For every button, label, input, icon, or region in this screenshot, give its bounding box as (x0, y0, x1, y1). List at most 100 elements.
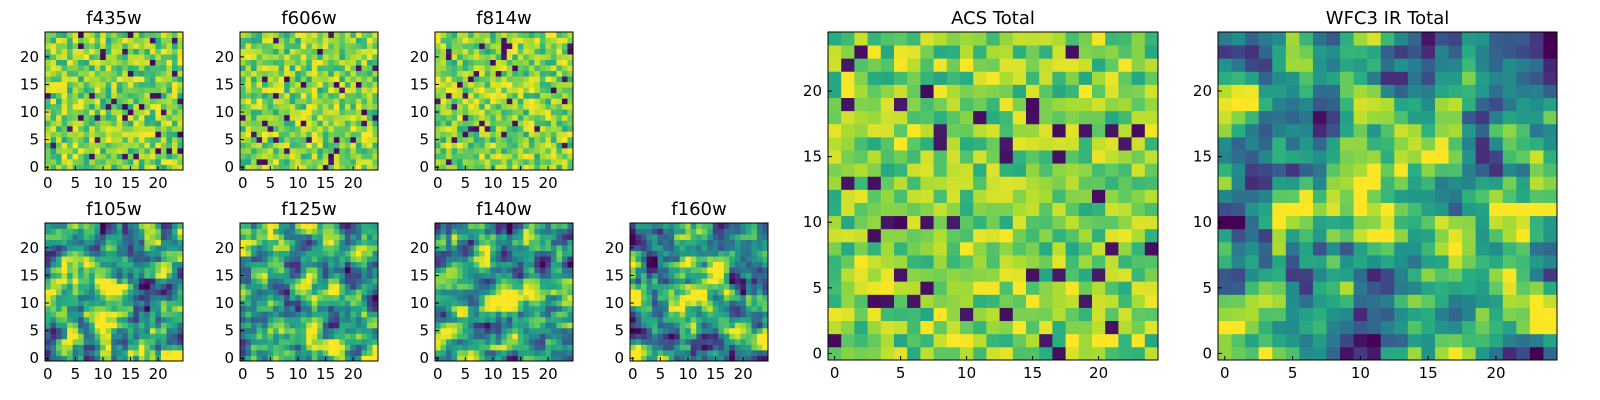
heatmap-cell (734, 316, 741, 323)
heatmap-cell (78, 294, 85, 301)
heatmap-cell (122, 272, 129, 279)
heatmap-cell (344, 327, 351, 334)
heatmap-cell (440, 136, 447, 143)
heatmap-cell (295, 349, 302, 356)
heatmap-cell (512, 355, 519, 362)
heatmap-cell (116, 256, 123, 263)
heatmap-cell (854, 202, 868, 217)
heatmap-cell (295, 289, 302, 296)
heatmap-cell (550, 267, 557, 274)
heatmap-cell (539, 234, 546, 240)
heatmap-cell (501, 300, 508, 307)
heatmap-cell (245, 228, 252, 235)
heatmap-cell (550, 223, 557, 229)
heatmap-cell (56, 344, 62, 351)
heatmap-cell (567, 228, 574, 235)
heatmap-cell (528, 109, 535, 116)
heatmap-cell (663, 322, 670, 329)
heatmap-cell (262, 256, 268, 263)
heatmap-cell (138, 223, 145, 229)
heatmap-cell (127, 92, 134, 99)
x-tick-label: 5 (461, 174, 471, 192)
heatmap-cell (1012, 228, 1027, 243)
heatmap-cell (83, 349, 90, 356)
heatmap-cell (251, 327, 257, 334)
heatmap-cell (317, 305, 324, 312)
heatmap-cell (61, 142, 68, 149)
heatmap-cell (355, 338, 362, 345)
heatmap-cell (495, 294, 502, 301)
heatmap-cell (534, 37, 541, 44)
heatmap-cell (674, 305, 681, 312)
heatmap-cell (1131, 281, 1146, 295)
heatmap-cell (539, 81, 546, 88)
heatmap-cell (517, 109, 524, 116)
heatmap-cell (523, 289, 530, 296)
heatmap-cell (534, 87, 541, 94)
heatmap-cell (306, 223, 313, 229)
heatmap-cell (534, 250, 541, 257)
heatmap-cell (550, 92, 557, 99)
heatmap-cell (534, 103, 541, 110)
heatmap-cell (116, 136, 123, 143)
heatmap-cell (311, 261, 318, 268)
heatmap-cell (251, 54, 257, 60)
heatmap-cell (306, 311, 313, 318)
heatmap-cell (440, 338, 447, 345)
heatmap-cell (317, 272, 324, 279)
heatmap-cell (317, 81, 324, 88)
heatmap-cell (72, 245, 79, 251)
heatmap-cell (479, 261, 486, 268)
heatmap-cell (262, 250, 268, 257)
heatmap-cell (105, 164, 112, 171)
heatmap-cell (350, 109, 357, 116)
heatmap-cell (473, 70, 480, 77)
heatmap-cell (960, 163, 974, 177)
heatmap-cell (484, 103, 491, 110)
heatmap-cell (635, 245, 642, 251)
heatmap-cell (256, 327, 263, 334)
heatmap-cell (111, 322, 118, 329)
heatmap-cell (138, 261, 145, 268)
heatmap-cell (278, 283, 285, 290)
heatmap-cell (1092, 202, 1106, 217)
heatmap-cell (262, 333, 268, 340)
heatmap-cell (479, 142, 486, 149)
heatmap-cell (67, 322, 73, 329)
heatmap-cell (718, 239, 725, 246)
heatmap-cell (523, 153, 530, 160)
heatmap-cell (539, 136, 546, 143)
heatmap-cell (149, 87, 156, 94)
heatmap-cell (262, 65, 268, 72)
heatmap-cell (322, 272, 329, 279)
heatmap-cell (1092, 255, 1106, 269)
heatmap-cell (462, 278, 469, 285)
heatmap-cell (105, 43, 112, 49)
heatmap-cell (723, 305, 730, 312)
heatmap-cell (545, 114, 552, 121)
heatmap-cell (160, 98, 167, 105)
heatmap-cell (729, 250, 736, 257)
y-tick-label: 5 (29, 322, 39, 340)
heatmap-cell (45, 344, 51, 351)
heatmap-cell (262, 267, 268, 274)
heatmap-cell (166, 267, 173, 274)
heatmap-cell (517, 338, 524, 345)
heatmap-cell (506, 250, 513, 257)
heatmap-cell (523, 333, 530, 340)
heatmap-cell (289, 109, 296, 116)
heatmap-cell (567, 278, 574, 285)
heatmap-cell (273, 245, 280, 251)
heatmap-cell (306, 120, 313, 127)
heatmap-cell (50, 164, 57, 171)
heatmap-cell (894, 268, 908, 282)
heatmap-cell (641, 228, 647, 235)
heatmap-cell (1131, 228, 1146, 243)
heatmap-cell (446, 289, 452, 296)
heatmap-cell (256, 245, 263, 251)
heatmap-cell (306, 142, 313, 149)
heatmap-cell (484, 234, 491, 240)
heatmap-cell (56, 37, 62, 44)
heatmap-cell (501, 76, 508, 83)
heatmap-cell (534, 43, 541, 49)
